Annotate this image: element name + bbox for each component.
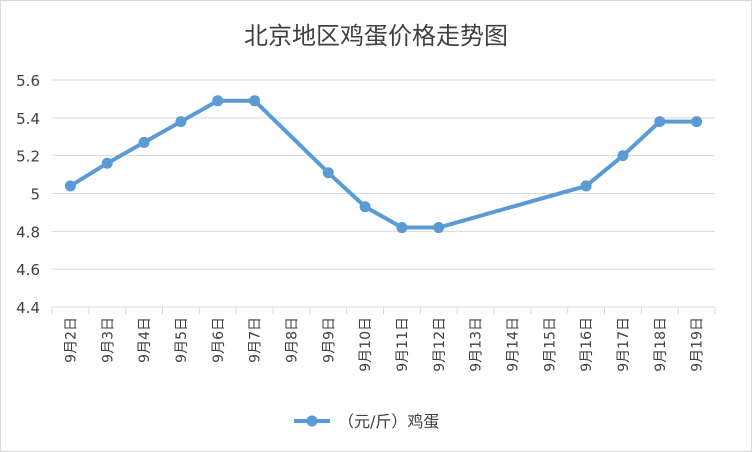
- x-tick-label: 9月5日: [174, 317, 190, 363]
- data-point: [249, 95, 261, 107]
- x-tick-label: 9月17日: [616, 317, 632, 372]
- x-tick-label: 9月19日: [690, 317, 706, 372]
- x-tick-label: 9月6日: [211, 317, 227, 363]
- data-point: [138, 136, 150, 148]
- data-point: [101, 157, 113, 169]
- x-tick-label: 9月2日: [63, 317, 79, 363]
- x-tick-label: 9月11日: [395, 317, 411, 372]
- y-tick-label: 4.4: [16, 299, 40, 317]
- data-point: [64, 180, 76, 192]
- data-point: [433, 222, 445, 234]
- data-point: [212, 95, 224, 107]
- y-tick-label: 5.4: [16, 110, 40, 128]
- data-point: [322, 167, 334, 179]
- x-tick-label: 9月12日: [432, 317, 448, 372]
- gridlines: [52, 79, 715, 308]
- data-point: [175, 116, 187, 128]
- y-axis-ticks: 4.4 4.6 4.8 5 5.2 5.4 5.6: [16, 72, 40, 317]
- y-tick-label: 5.6: [16, 72, 40, 90]
- data-point: [654, 116, 666, 128]
- x-axis: 9月2日 9月3日 9月4日 9月5日 9月6日 9月7日 9月8日 9月9日 9月10日 9月1…: [51, 307, 716, 372]
- data-point: [396, 222, 408, 234]
- y-tick-label: 5: [30, 186, 40, 204]
- y-tick-label: 4.6: [16, 261, 40, 279]
- legend-label: （元/斤）鸡蛋: [338, 412, 439, 431]
- series-layer: [64, 95, 703, 234]
- x-tick-label: 9月3日: [100, 317, 116, 363]
- x-tick-label: 9月16日: [579, 317, 595, 372]
- x-tick-label: 9月10日: [358, 317, 374, 372]
- x-tick-label: 9月7日: [248, 317, 264, 363]
- legend: （元/斤）鸡蛋: [294, 412, 439, 431]
- series-line: [69, 98, 697, 230]
- data-point: [617, 150, 629, 162]
- x-tick-label: 9月14日: [505, 317, 521, 372]
- x-tick-label: 9月13日: [469, 317, 485, 372]
- data-point: [359, 201, 371, 213]
- x-tick-label: 9月4日: [137, 317, 153, 363]
- x-tick-label: 9月8日: [284, 317, 300, 363]
- x-tick-label: 9月18日: [653, 317, 669, 372]
- x-tick-label: 9月15日: [542, 317, 558, 372]
- y-tick-label: 5.2: [16, 148, 40, 166]
- x-tick-label: 9月9日: [321, 317, 337, 363]
- legend-marker: [306, 415, 318, 427]
- y-tick-label: 4.8: [16, 223, 40, 241]
- data-point: [580, 180, 592, 192]
- data-point: [691, 116, 703, 128]
- chart-title: 北京地区鸡蛋价格走势图: [244, 22, 508, 50]
